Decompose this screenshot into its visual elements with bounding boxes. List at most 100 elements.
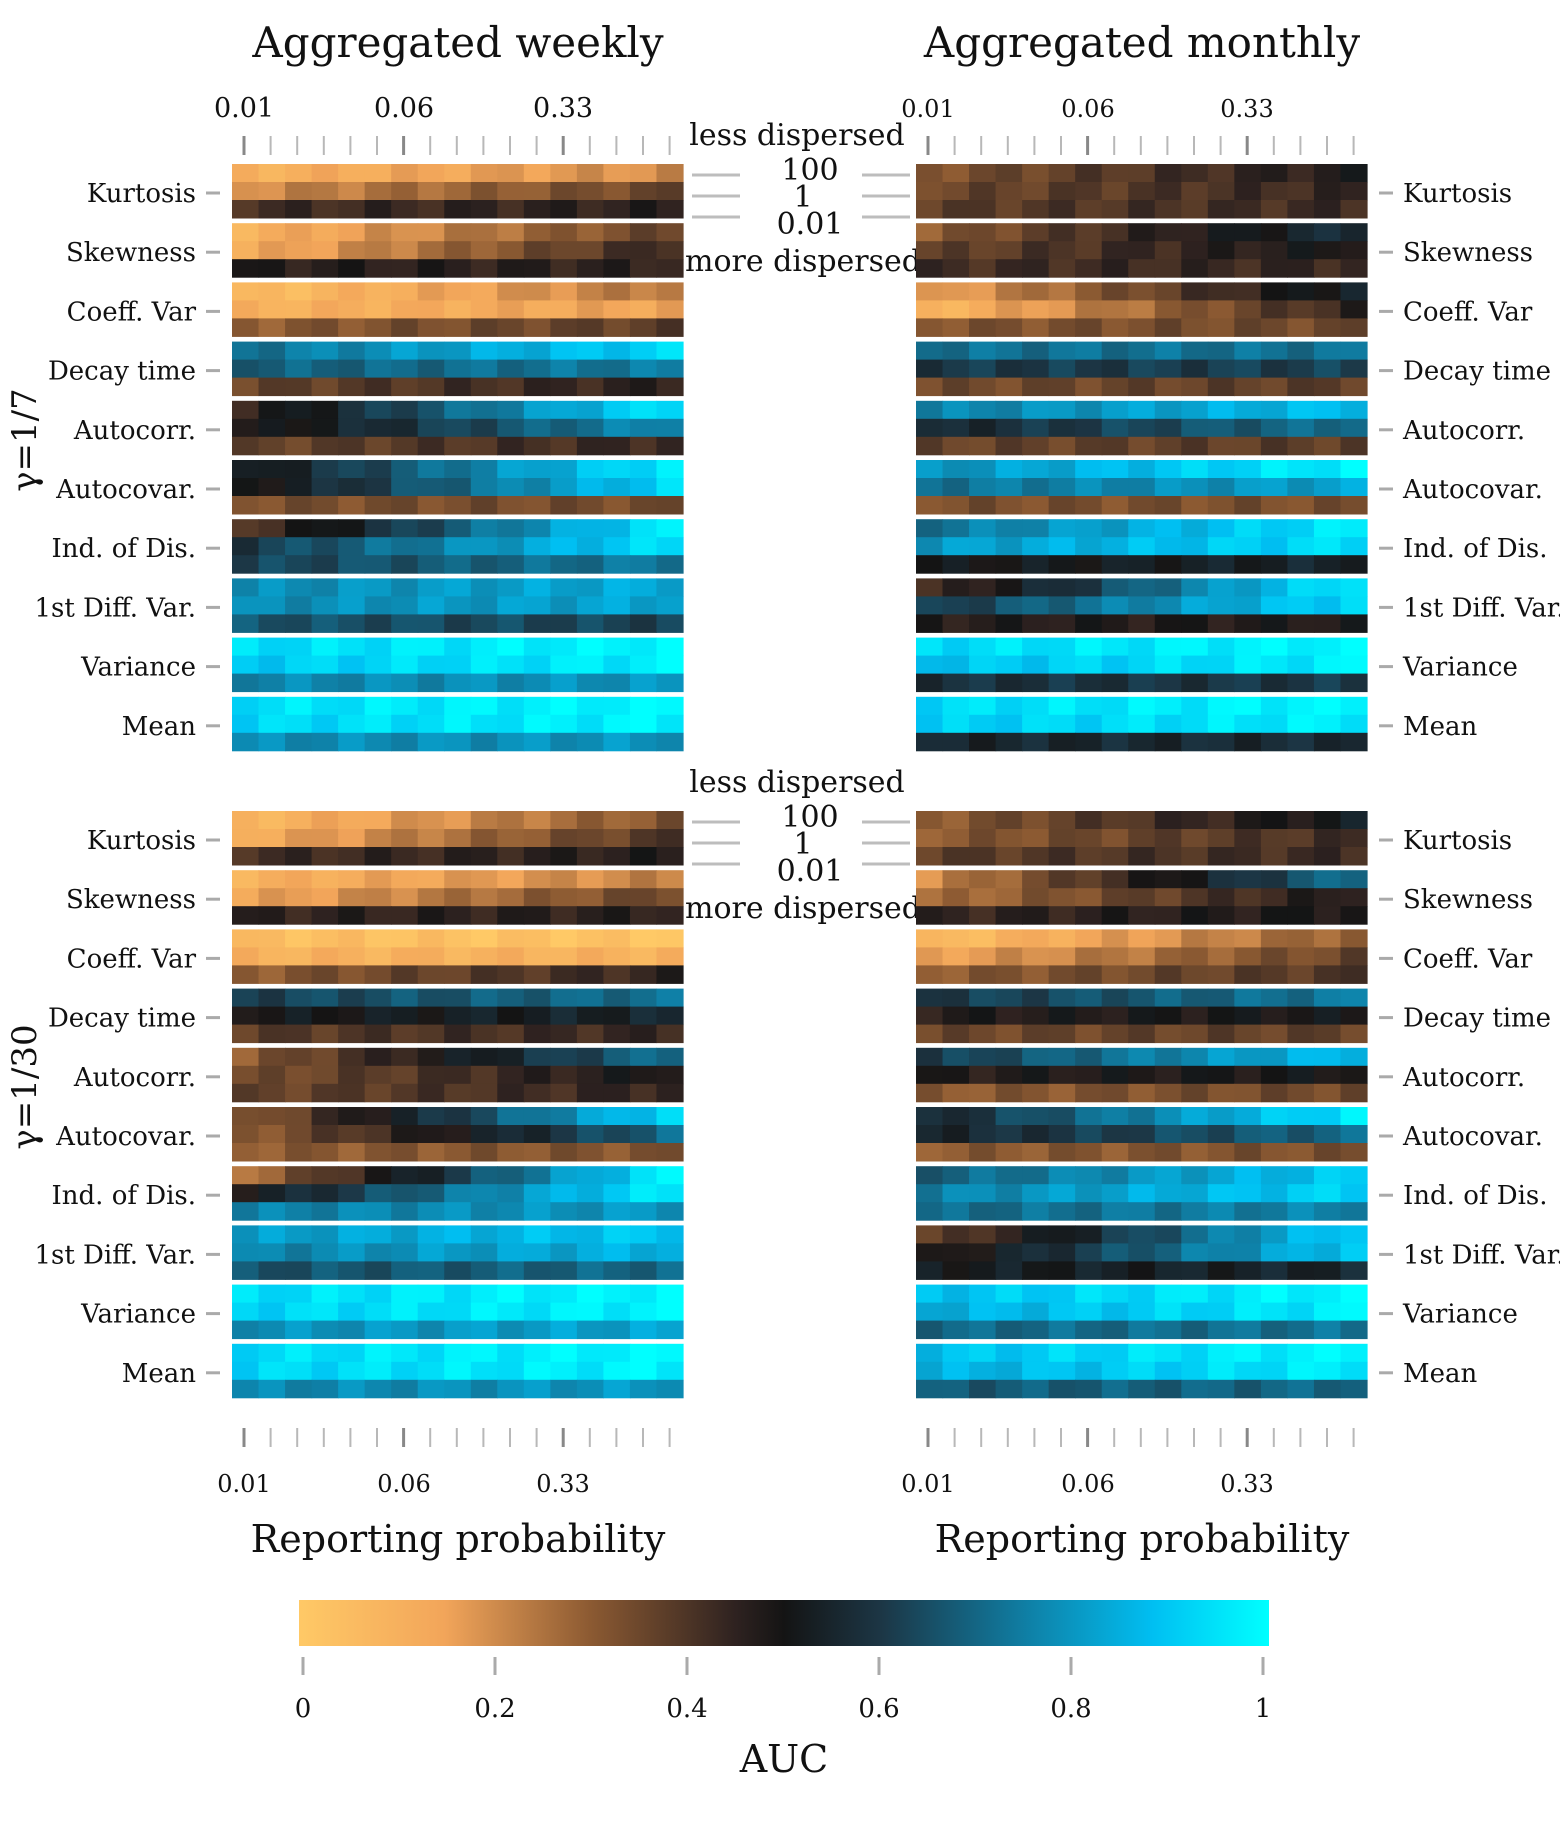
heatmap-cell [364, 300, 392, 319]
heatmap-cell [285, 241, 313, 260]
heatmap-cell [969, 578, 997, 597]
heatmap-cell [942, 341, 970, 361]
heatmap-cell [995, 519, 1023, 538]
heatmap-cell [391, 1166, 419, 1185]
heatmap-cell [1260, 714, 1289, 734]
heatmap-cell [1075, 578, 1103, 597]
heatmap-cell [1075, 732, 1103, 752]
heatmap-cell [550, 241, 578, 260]
heatmap-cell [444, 1166, 472, 1185]
heatmap-cell [656, 1284, 684, 1304]
heatmap-cell [969, 811, 997, 830]
heatmap-cell [338, 673, 366, 693]
heatmap-cell [232, 673, 260, 693]
heatmap-cell [285, 259, 313, 278]
heatmap-cell [444, 1343, 472, 1363]
heatmap-cell [338, 1065, 366, 1085]
heatmap-cell [391, 655, 419, 675]
heatmap-cell [1154, 596, 1182, 615]
bottom-tick-label-monthly-0: 0.01 [901, 1470, 954, 1498]
heatmap-cell [1340, 655, 1368, 675]
heatmap-cell [1075, 906, 1103, 925]
heatmap-cell [656, 1143, 684, 1162]
heatmap-cell [311, 1320, 339, 1340]
heatmap-cell [550, 1261, 578, 1280]
heatmap-cell [497, 300, 525, 319]
heatmap-cell [1128, 673, 1156, 693]
heatmap-cell [523, 614, 551, 633]
heatmap-cell [1207, 1243, 1235, 1262]
heatmap-cell [523, 1125, 551, 1144]
dispersion-level-1: 1 [793, 827, 812, 862]
heatmap-cell [1022, 965, 1050, 984]
heatmap-cell [1340, 1243, 1368, 1262]
heatmap-cell [995, 578, 1023, 597]
heatmap-cell [444, 596, 472, 615]
heatmap-cell [1022, 418, 1050, 438]
heatmap-cell [444, 655, 472, 675]
heatmap-cell [1022, 1065, 1050, 1085]
heatmap-cell [1340, 300, 1368, 319]
heatmap-cell [1048, 200, 1076, 219]
heatmap-cell [550, 870, 578, 889]
colorbar-title: AUC [739, 1737, 829, 1781]
heatmap-cell [969, 829, 997, 848]
heatmap-cell [1340, 1166, 1368, 1185]
heatmap-cell [470, 614, 498, 633]
heatmap-cell [1181, 988, 1209, 1008]
heatmap-cell [1048, 614, 1076, 633]
heatmap-cell [995, 870, 1023, 889]
heatmap-cell [523, 341, 551, 361]
heatmap-cell [916, 478, 944, 497]
heatmap-cell [995, 1261, 1023, 1280]
heatmap-cell [417, 714, 445, 734]
heatmap-cell [523, 478, 551, 497]
heatmap-cell [629, 1125, 658, 1144]
heatmap-cell [1101, 1343, 1129, 1363]
heatmap-cell [1260, 318, 1289, 337]
heatmap-cell [497, 1343, 525, 1363]
heatmap-cell [258, 1184, 286, 1203]
heatmap-cell [523, 637, 551, 657]
heatmap-cell [1207, 341, 1235, 361]
heatmap-cell [444, 519, 472, 538]
heatmap-cell [576, 1006, 605, 1026]
heatmap-cell [1128, 241, 1156, 260]
heatmap-cell [1101, 1261, 1129, 1280]
heatmap-cell [232, 1083, 260, 1103]
heatmap-cell [1101, 241, 1129, 260]
heatmap-cell [311, 341, 339, 361]
heatmap-cell [603, 537, 631, 556]
heatmap-cell [1048, 1379, 1076, 1399]
heatmap-cell [1048, 1047, 1076, 1067]
heatmap-cell [258, 200, 286, 219]
heatmap-cell [969, 673, 997, 693]
heatmap-cell [1022, 300, 1050, 319]
heatmap-cell [1287, 847, 1315, 866]
heatmap-cell [576, 1166, 605, 1185]
heatmap-cell [969, 460, 997, 479]
heatmap-cell [1287, 965, 1315, 984]
heatmap-cell [576, 436, 605, 456]
heatmap-cell [1022, 282, 1050, 301]
heatmap-cell [232, 1320, 260, 1340]
heatmap-cell [550, 1125, 578, 1144]
heatmap-cell [1181, 478, 1209, 497]
heatmap-cell [338, 341, 366, 361]
heatmap-cell [916, 1083, 944, 1103]
heatmap-cell [258, 223, 286, 242]
heatmap-cell [1154, 200, 1182, 219]
heatmap-cell [1075, 637, 1103, 657]
heatmap-cell [364, 164, 392, 183]
heatmap-cell [1128, 1243, 1156, 1262]
heatmap-cell [603, 578, 631, 597]
heatmap-cell [470, 811, 498, 830]
heatmap-cell [497, 1202, 525, 1221]
heatmap-cell [1340, 614, 1368, 633]
heatmap-cell [916, 811, 944, 830]
row-title-gamma-30: γ=1/30 [5, 1024, 45, 1149]
heatmap-cell [1048, 1166, 1076, 1185]
heatmap-cell [1260, 359, 1289, 379]
metric-label: Autocorr. [1402, 1063, 1525, 1093]
heatmap-cell [1075, 1284, 1103, 1304]
